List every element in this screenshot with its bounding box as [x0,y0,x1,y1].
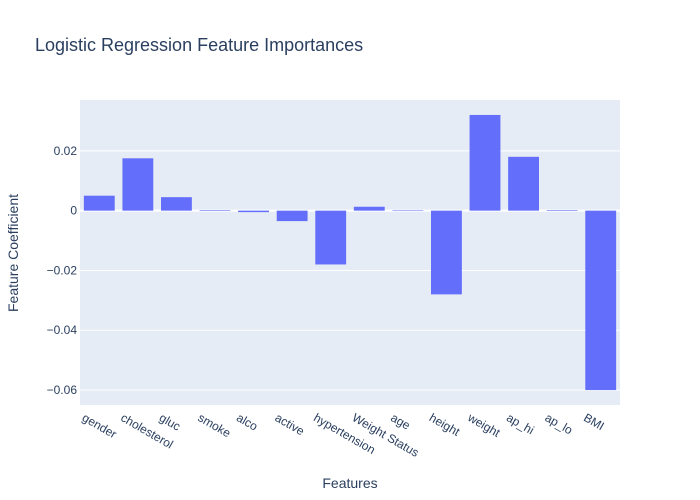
x-tick-label: gender [80,410,119,441]
y-tick-labels: 0.02 0 −0.02 −0.04 −0.06 [47,144,78,397]
x-tick-label: smoke [196,410,234,440]
bar-cholesterol[interactable] [122,158,154,211]
y-tick-label: 0.02 [54,144,78,158]
bar-height[interactable] [431,210,462,295]
bar-ap_hi[interactable] [508,156,539,211]
bar-ap_lo[interactable] [546,210,578,211]
x-tick-label: age [388,410,413,432]
x-tick-label: alco [234,410,260,433]
bar-active[interactable] [276,210,308,222]
plot-area [80,100,620,405]
x-tick-label: BMI [581,410,606,433]
x-tick-label: height [427,410,463,439]
x-tick-label: ap_lo [543,410,576,437]
bar-bmi[interactable] [585,210,617,391]
bar-age[interactable] [392,210,424,211]
bar-hypertension[interactable] [315,210,347,265]
bar-layer [83,114,617,391]
x-tick-label: weight [465,410,503,440]
chart-title: Logistic Regression Feature Importances [35,35,363,55]
bar-weight-status[interactable] [353,206,385,211]
bar-smoke[interactable] [199,210,231,211]
y-tick-label: −0.06 [47,383,78,397]
y-tick-label: −0.02 [47,263,78,277]
y-tick-label: −0.04 [47,323,78,337]
bar-gender[interactable] [83,195,115,211]
x-tick-label: ap_hi [504,410,536,437]
y-axis-title: Feature Coefficient [5,194,21,312]
bar-alco[interactable] [238,210,269,213]
bar-weight[interactable] [469,114,501,211]
bar-gluc[interactable] [161,197,192,211]
x-tick-label: active [273,410,307,438]
y-tick-label: 0 [70,204,77,218]
x-axis-title: Features [322,475,377,491]
